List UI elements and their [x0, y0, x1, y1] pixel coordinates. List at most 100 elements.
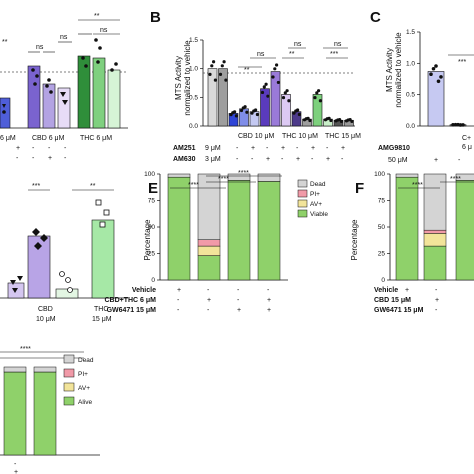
row-label: GW6471 15 μM: [107, 307, 157, 314]
sign-row: - - + - + - + -: [236, 156, 344, 163]
panel-f: F Percentage 0 25 50 75 100 **** **** Vehicl…: [350, 171, 474, 314]
data-point: [317, 89, 321, 93]
sign: -: [237, 297, 240, 304]
row-label: AMG9810: [378, 145, 410, 152]
panel-letter: C: [370, 9, 381, 26]
data-point: [318, 99, 322, 103]
legend-swatch: [297, 189, 308, 198]
panel-g: **** Dead PI+ AV+ Alive -+: [0, 346, 100, 474]
bar: [270, 71, 281, 127]
partial-label: 6 μM: [0, 135, 16, 142]
sig-label: ****: [450, 176, 461, 183]
data-point: [287, 99, 291, 103]
sign: +: [405, 287, 409, 294]
y-tick-label: 50: [148, 224, 156, 231]
svg-text:-: -: [32, 155, 35, 162]
sig-label: **: [2, 39, 8, 46]
sign: +: [296, 156, 300, 163]
legend: Dead PI+ AV+ Viable: [297, 179, 328, 218]
panel-a: ** ns ns ** ns 6 μM CBD 6 μM THC 6 μM + -…: [0, 13, 128, 162]
data-point: [220, 64, 224, 68]
bar-segment: [197, 255, 221, 281]
svg-text:-: -: [64, 145, 67, 152]
y-tick-label: 1.5: [189, 37, 198, 44]
bar: [33, 371, 57, 456]
bar-segment: [197, 173, 221, 240]
sign: +: [326, 156, 330, 163]
sign: -: [458, 157, 461, 164]
data-point: [439, 75, 443, 79]
bar-segment: [227, 173, 251, 181]
legend-swatch: [297, 179, 308, 188]
bar: [427, 71, 445, 127]
bar-segment: [395, 173, 419, 178]
y-tick-label: 50: [378, 224, 386, 231]
sign: -: [435, 287, 438, 294]
row-label: GW6471 15 μM: [374, 307, 424, 314]
bar-segment: [423, 245, 447, 281]
data-point: [210, 64, 214, 68]
y-axis-title: MTS Activity: [174, 56, 183, 100]
bar: [57, 87, 71, 129]
y-axis-title: Percentage: [143, 219, 152, 260]
row-conc: 9 μM: [205, 145, 221, 152]
svg-text:+: +: [48, 155, 52, 162]
legend-swatch: [63, 396, 75, 406]
y-tick-label: 0: [381, 277, 385, 284]
sign: -: [281, 156, 284, 163]
row-label: CBD 15 μM: [374, 297, 411, 304]
y-axis-title: normalized to vehicle: [183, 40, 192, 116]
group-label: CBD 10 μM: [238, 133, 274, 140]
sig-label: ns: [60, 34, 68, 41]
data-point: [429, 72, 433, 77]
panel-letter: B: [150, 9, 161, 26]
data-point: [212, 60, 216, 64]
data-points: [2, 38, 118, 114]
sig-label: ***: [32, 183, 40, 190]
sign: -: [237, 287, 240, 294]
sig-label: ****: [20, 346, 31, 353]
bar: [312, 94, 323, 127]
group-label: THC 15 μM: [325, 133, 361, 140]
bar-segment: [423, 233, 447, 247]
group-label: THC: [94, 306, 108, 313]
condition-rows: Vehicle + - - - CBD+THC 6 μM - + - + GW6471 15 μM -…: [104, 287, 271, 314]
sign: +: [435, 297, 439, 304]
sig-label: ns: [334, 41, 342, 48]
legend-label: AV+: [310, 201, 322, 208]
data-point: [453, 122, 458, 127]
legend-label: Alive: [78, 399, 92, 406]
bar-segment: [197, 239, 221, 247]
y-tick-label: 100: [144, 171, 155, 178]
data-point: [350, 119, 354, 124]
sig-label: ****: [412, 182, 423, 189]
data-point: [285, 89, 289, 93]
legend-label: AV+: [78, 385, 90, 392]
bar: [33, 366, 57, 373]
sig-label: ****: [188, 182, 199, 189]
legend-swatch: [63, 354, 75, 364]
data-point: [234, 114, 238, 118]
y-tick-label: 75: [378, 198, 386, 205]
legend-swatch: [297, 199, 308, 208]
partial-label: 6 μ: [462, 144, 472, 151]
y-tick-label: 1.0: [406, 60, 415, 67]
svg-text:-: -: [32, 145, 35, 152]
data-point: [283, 91, 287, 95]
y-tick-label: 25: [148, 251, 156, 258]
data-point: [254, 108, 258, 112]
y-tick-label: 1.0: [189, 66, 198, 73]
bar: [42, 83, 56, 129]
legend-swatch: [63, 382, 75, 392]
svg-text:-: -: [64, 155, 67, 162]
sign: +: [267, 307, 271, 314]
bar-series: [207, 60, 354, 127]
bar-segment: [423, 173, 447, 231]
sig-label: **: [94, 13, 100, 20]
bar: [107, 69, 121, 129]
group-label: 10 μM: [36, 316, 56, 323]
y-tick-label: 0.0: [406, 123, 415, 130]
bar: [55, 288, 79, 299]
sign: -: [341, 156, 344, 163]
data-point: [264, 82, 268, 86]
